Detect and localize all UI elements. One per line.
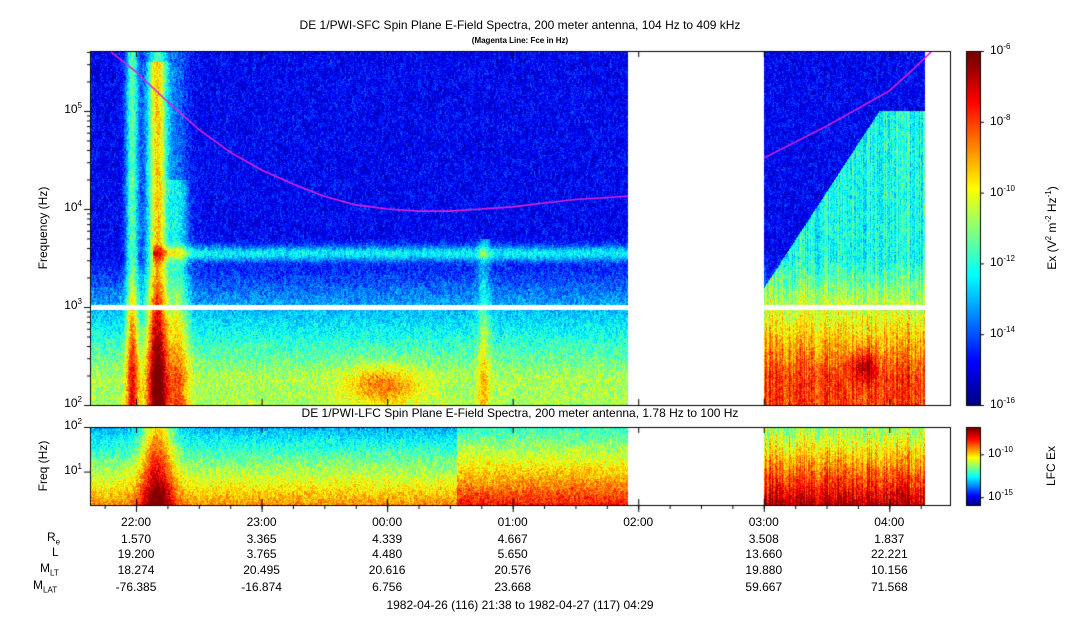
ephemeris-value: 20.495 [243,563,280,577]
x-tick-label: 03:00 [748,515,779,529]
ephemeris-value: 6.756 [372,580,403,594]
y-tick-label: 103 [64,296,82,312]
ephemeris-value: 4.667 [497,532,528,546]
colorbar-label: Ex (V2 m-2 Hz-1) [1044,186,1059,270]
ephemeris-value: 4.339 [372,532,403,546]
colorbar-tick-label: 10-8 [990,112,1011,128]
y-tick-label: 102 [64,395,82,410]
top-panel-subtitle: (Magenta Line: Fce in Hz) [471,36,569,45]
ephemeris-value: 18.274 [117,563,155,577]
x-tick-label: 23:00 [246,515,277,529]
ephemeris-value: 19.880 [745,563,783,577]
ephemeris-value: 20.616 [368,563,406,577]
x-tick-label: 04:00 [874,515,905,529]
ephemeris-value: 23.668 [494,580,532,594]
ephemeris-value: 1.570 [121,532,152,546]
ephemeris-value: 4.480 [372,547,403,561]
x-tick-label: 01:00 [497,515,528,529]
bottom-panel-title: DE 1/PWI-LFC Spin Plane E-Field Spectra,… [301,406,739,420]
ephemeris-value: 20.576 [494,563,532,577]
ephemeris-value: 59.667 [745,580,783,594]
ephemeris-value: 3.365 [246,532,277,546]
x-tick-label: 00:00 [372,515,403,529]
bottom-y-axis-label: Freq (Hz) [36,440,50,492]
ephemeris-row-label: MLAT [33,578,58,595]
ephemeris-value: 1.837 [874,532,905,546]
ephemeris-value: -16.874 [241,580,282,594]
colorbar-tick-label: 10-6 [990,42,1011,57]
ephemeris-value: 22.221 [870,547,908,561]
ephemeris-row-label: MLT [40,561,59,578]
ephemeris-value: 3.765 [246,547,277,561]
time-range-label: 1982-04-26 (116) 21:38 to 1982-04-27 (11… [386,598,654,612]
x-tick-label: 02:00 [623,515,654,529]
colorbar-tick-label: 10-10 [990,183,1015,199]
colorbar-tick-label: 10-14 [990,325,1015,341]
bottom-y-tick-label: 101 [64,461,82,477]
lfc-colorbar-tick-label: 10-10 [988,445,1013,461]
top-panel-title: DE 1/PWI-SFC Spin Plane E-Field Spectra,… [299,18,741,32]
x-tick-label: 22:00 [121,515,152,529]
ephemeris-row-label: L [52,545,59,559]
ephemeris-row-label: Re [47,530,61,547]
lfc-colorbar-tick-label: 10-15 [988,488,1013,504]
ephemeris-value: 71.568 [870,580,908,594]
colorbar-tick-label: 10-16 [990,396,1015,411]
top-y-axis-label: Frequency (Hz) [36,186,50,270]
y-tick-label: 105 [64,100,82,116]
ephemeris-value: -76.385 [115,580,157,594]
ephemeris-value: 10.156 [870,563,908,577]
ephemeris-value: 13.660 [745,547,783,561]
y-tick-label: 104 [64,198,82,214]
ephemeris-value: 3.508 [748,532,779,546]
lfc-colorbar-label: LFC Ex [1044,445,1058,487]
ephemeris-value: 5.650 [497,547,528,561]
ephemeris-value: 19.200 [117,547,155,561]
bottom-y-tick-label: 102 [64,417,82,432]
colorbar-tick-label: 10-12 [990,254,1015,270]
